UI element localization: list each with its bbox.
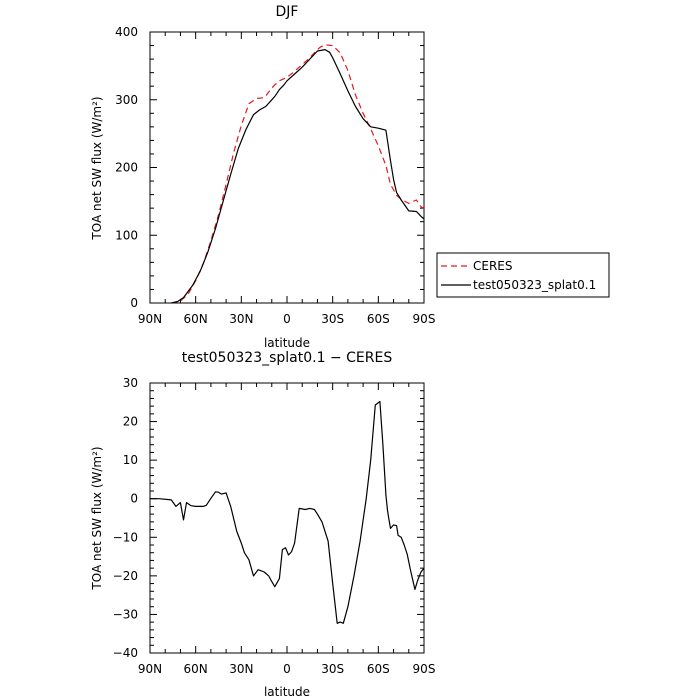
bottom-y-tick-label: −30: [113, 607, 138, 621]
bottom-x-tick-label: 0: [283, 662, 291, 676]
top-y-tick-label: 0: [130, 296, 138, 310]
bottom-y-tick-label: 20: [123, 415, 138, 429]
legend-box: [436, 252, 610, 298]
top-plot-frame: [149, 31, 425, 304]
top-data-lines: [171, 44, 425, 304]
top-panel: DJF 90N 60N 30N 0 30S 60S 90S 0 100 200 300 400 lat…: [90, 4, 610, 350]
bottom-y-tick-label: 0: [130, 492, 138, 506]
top-axis-ticks: 90N 60N 30N 0 30S 60S 90S 0 100 200 300 400: [115, 25, 435, 326]
top-series-line-1: [171, 48, 425, 304]
bottom-x-tick-label: 90S: [413, 662, 436, 676]
bottom-x-tick-label: 30S: [321, 662, 344, 676]
bottom-y-tick-label: 30: [123, 376, 138, 390]
bottom-data-lines: [150, 400, 425, 624]
top-x-tick-label: 60N: [184, 312, 208, 326]
bottom-y-tick-label: −20: [113, 569, 138, 583]
legend: CERES test050323_splat0.1: [436, 252, 610, 298]
top-panel-title: DJF: [276, 4, 299, 20]
bottom-axis-ticks: 90N 60N 30N 0 30S 60S 90S 30 20 10 0 −10 −20 −30 −40: [113, 376, 436, 676]
top-x-axis-label: latitude: [264, 336, 310, 350]
top-y-tick-label: 300: [115, 93, 138, 107]
bottom-y-tick-label: 10: [123, 453, 138, 467]
bottom-x-tick-label: 30N: [229, 662, 253, 676]
bottom-x-tick-label: 90N: [138, 662, 162, 676]
bottom-y-tick-label: −10: [113, 530, 138, 544]
bottom-x-tick-label: 60S: [367, 662, 390, 676]
top-x-tick-label: 0: [283, 312, 291, 326]
top-y-tick-label: 100: [115, 228, 138, 242]
bottom-series-line-0: [150, 400, 425, 624]
bottom-x-tick-label: 60N: [184, 662, 208, 676]
top-x-tick-label: 60S: [367, 312, 390, 326]
bottom-panel-title: test050323_splat0.1 − CERES: [182, 350, 393, 366]
bottom-plot-frame: [149, 382, 425, 654]
bottom-x-axis-label: latitude: [264, 685, 310, 699]
top-x-tick-label: 30N: [229, 312, 253, 326]
legend-ceres-label: CERES: [473, 259, 513, 273]
top-series-line-0: [171, 44, 425, 304]
bottom-y-tick-label: −40: [113, 646, 138, 660]
top-x-tick-label: 30S: [321, 312, 344, 326]
top-x-tick-label: 90S: [413, 312, 436, 326]
top-y-tick-label: 200: [115, 161, 138, 175]
top-y-tick-label: 400: [115, 25, 138, 39]
top-y-axis-label: TOA net SW flux (W/m²): [90, 96, 104, 240]
legend-model-label: test050323_splat0.1: [473, 278, 596, 292]
bottom-y-axis-label: TOA net SW flux (W/m²): [90, 446, 104, 590]
bottom-panel: test050323_splat0.1 − CERES 90N 60N 30N 0 30…: [90, 350, 435, 699]
top-x-tick-label: 90N: [138, 312, 162, 326]
